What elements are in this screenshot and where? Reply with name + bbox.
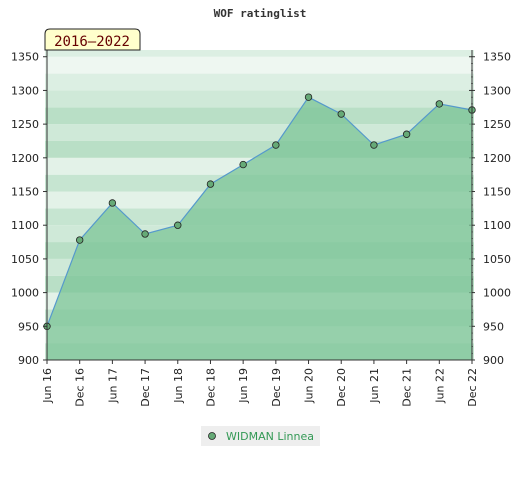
y-tick-label-right: 1350 (483, 51, 511, 64)
y-tick-label-right: 1200 (483, 152, 511, 165)
y-tick-label-right: 950 (483, 320, 504, 333)
background-band (45, 73, 474, 91)
range-label: 2016–2022 (54, 34, 130, 50)
rating-area (47, 97, 472, 360)
x-tick-label: Dec 16 (74, 368, 87, 407)
data-points (43, 93, 476, 331)
data-point (174, 221, 182, 229)
background-band (45, 50, 474, 57)
y-axis-left: 900 950 1000 1050 1100 1150 1200 1250 1300 1350 (11, 51, 47, 367)
x-tick-label: Dec 21 (401, 368, 414, 407)
background-band (45, 124, 474, 141)
y-tick-label-left: 900 (18, 354, 39, 367)
y-tick-label-left: 1350 (11, 51, 39, 64)
y-tick-label-left: 950 (18, 320, 39, 333)
data-point (206, 180, 215, 188)
data-point (141, 230, 149, 238)
x-tick-label: Dec 22 (466, 368, 479, 407)
y-tick-label-left: 1100 (11, 219, 39, 232)
axes (46, 50, 473, 361)
y-tick-label-right: 1150 (483, 186, 511, 199)
y-tick-label-left: 1050 (11, 253, 39, 266)
y-axis-right: 900 950 1000 1050 1100 1150 1200 1250 1300 1350 (483, 51, 511, 367)
range-badge: 2016–2022 (44, 28, 141, 51)
y-tick-label-right: 1300 (483, 84, 511, 97)
chart-title: WOF ratinglist (214, 7, 307, 20)
x-axis: Jun 16 Dec 16 Jun 17 Dec 17 Jun 18 Dec 18 Jun … (41, 360, 479, 407)
x-tick-label: Jun 22 (433, 368, 446, 404)
x-tick-label: Dec 17 (139, 368, 152, 407)
data-point (370, 141, 378, 149)
x-tick-label: Jun 18 (172, 368, 185, 404)
y-tick-label-left: 1200 (11, 152, 39, 165)
x-tick-label: Jun 16 (41, 368, 54, 404)
legend-entry: WIDMAN Linnea (226, 430, 314, 443)
y-tick-label-left: 1150 (11, 186, 39, 199)
y-tick-label-left: 1250 (11, 118, 39, 131)
data-point (337, 110, 345, 118)
x-tick-label: Dec 19 (270, 368, 283, 407)
data-point (402, 130, 411, 138)
x-tick-label: Dec 20 (335, 368, 348, 407)
data-point (75, 236, 84, 244)
background-band (45, 90, 474, 108)
y-tick-label-right: 900 (483, 354, 504, 367)
background-band (45, 107, 474, 125)
y-tick-label-left: 1000 (11, 287, 39, 300)
x-tick-label: Dec 18 (204, 368, 217, 407)
rating-line (46, 96, 473, 327)
legend-marker (208, 432, 216, 440)
x-tick-label: Jun 21 (368, 368, 381, 404)
data-point (435, 100, 444, 108)
x-tick-label: Jun 20 (303, 368, 316, 404)
x-tick-label: Jun 17 (106, 368, 119, 404)
y-tick-label-right: 1250 (483, 118, 511, 131)
y-tick-label-right: 1050 (483, 253, 511, 266)
data-point (239, 160, 247, 169)
data-point (272, 141, 280, 149)
y-tick-label-left: 1300 (11, 84, 39, 97)
legend: WIDMAN Linnea (201, 426, 320, 446)
y-tick-label-right: 1100 (483, 219, 511, 232)
data-point (108, 199, 117, 207)
x-tick-label: Jun 19 (237, 368, 250, 404)
data-point (304, 93, 313, 101)
background-band (45, 56, 474, 74)
y-tick-label-right: 1000 (483, 287, 511, 300)
